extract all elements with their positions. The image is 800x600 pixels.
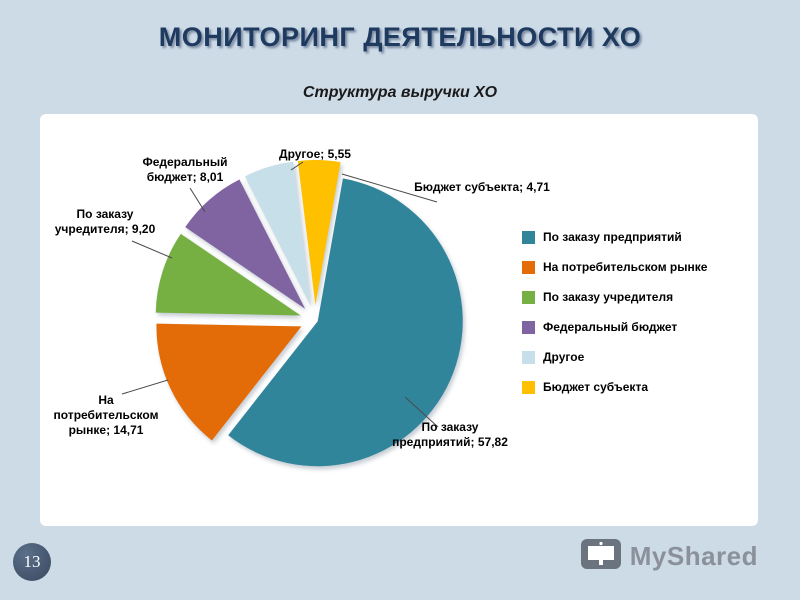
legend-label: На потребительском рынке — [543, 260, 708, 274]
myshared-logo[interactable]: MyShared — [580, 536, 758, 577]
legend-label: По заказу учредителя — [543, 290, 674, 304]
legend-item: По заказу предприятий — [522, 230, 707, 244]
slice-label-subject-budget: Бюджет субъекта; 4,71 — [414, 180, 550, 194]
slice-label-enterprises: По заказу предприятий; 57,82 — [392, 420, 508, 449]
slice-label-other: Другое; 5,55 — [279, 147, 351, 161]
legend-swatch-green — [522, 290, 535, 304]
legend-swatch-orange — [522, 260, 535, 274]
chart-legend: По заказу предприятий На потребительском… — [522, 230, 707, 394]
legend-item: По заказу учредителя — [522, 290, 707, 304]
legend-swatch-lightblue — [522, 350, 535, 364]
legend-label: Федеральный бюджет — [543, 320, 678, 334]
myshared-logo-text: MyShared — [629, 541, 758, 571]
legend-item: На потребительском рынке — [522, 260, 707, 274]
legend-label: Другое — [543, 350, 585, 364]
legend-swatch-yellow — [522, 380, 535, 394]
slice-label-founder: По заказу учредителя; 9,20 — [54, 207, 156, 236]
slice-label-consumer-market: На потребительском рынке; 14,71 — [53, 393, 159, 437]
legend-item: Другое — [522, 350, 707, 364]
slice-label-federal-budget: Федеральный бюджет; 8,01 — [142, 155, 228, 184]
legend-swatch-teal — [522, 230, 535, 244]
page-number-badge: 13 — [13, 543, 51, 581]
chart-title: Структура выручки ХО — [302, 84, 498, 101]
page-number: 13 — [23, 552, 41, 571]
legend-swatch-purple — [522, 320, 535, 334]
legend-label: Бюджет субъекта — [543, 380, 648, 394]
slide-title: МОНИТОРИНГ ДЕЯТЕЛЬНОСТИ ХО — [158, 22, 642, 52]
legend-item: Бюджет субъекта — [522, 380, 707, 394]
legend-item: Федеральный бюджет — [522, 320, 707, 334]
projector-screen-icon — [580, 536, 622, 577]
legend-label: По заказу предприятий — [543, 230, 682, 244]
